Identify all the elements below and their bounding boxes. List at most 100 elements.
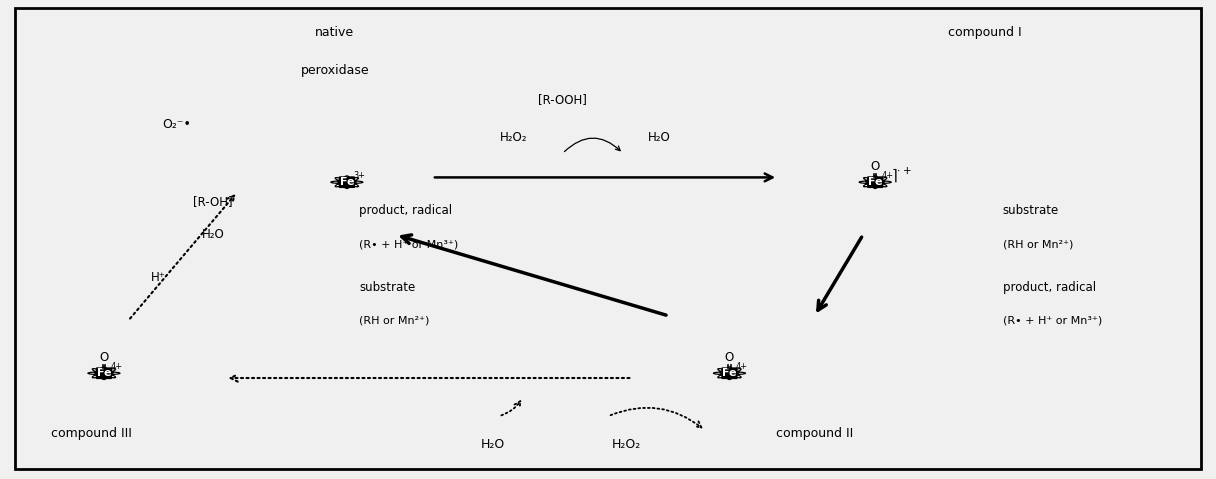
Ellipse shape <box>101 367 107 374</box>
Circle shape <box>342 180 353 184</box>
Ellipse shape <box>337 182 348 184</box>
Ellipse shape <box>347 178 359 182</box>
Ellipse shape <box>717 373 730 378</box>
Ellipse shape <box>92 369 105 374</box>
Text: H₂O: H₂O <box>648 131 671 144</box>
Ellipse shape <box>872 182 878 188</box>
Ellipse shape <box>728 373 739 375</box>
Ellipse shape <box>717 369 730 374</box>
Ellipse shape <box>728 373 741 378</box>
Ellipse shape <box>331 181 348 183</box>
Ellipse shape <box>874 182 879 186</box>
Text: peroxidase: peroxidase <box>300 64 368 77</box>
Ellipse shape <box>727 367 732 374</box>
Text: H⁺: H⁺ <box>151 271 167 284</box>
Ellipse shape <box>88 372 105 375</box>
Ellipse shape <box>101 373 107 379</box>
Ellipse shape <box>725 369 731 374</box>
Text: native: native <box>315 26 354 39</box>
Ellipse shape <box>103 369 116 374</box>
Text: compound II: compound II <box>776 427 854 440</box>
Ellipse shape <box>337 181 348 182</box>
Ellipse shape <box>344 176 350 182</box>
Ellipse shape <box>874 181 885 182</box>
Ellipse shape <box>863 182 876 187</box>
Ellipse shape <box>345 181 356 182</box>
Ellipse shape <box>103 371 114 374</box>
Ellipse shape <box>345 182 351 186</box>
Text: substrate: substrate <box>359 281 415 294</box>
Ellipse shape <box>336 182 348 187</box>
Ellipse shape <box>860 181 876 183</box>
Ellipse shape <box>347 181 362 183</box>
Text: O₂⁻•: O₂⁻• <box>163 118 191 131</box>
Ellipse shape <box>866 181 877 182</box>
Text: (R• + H⁺ or Mn³⁺): (R• + H⁺ or Mn³⁺) <box>359 240 458 249</box>
Ellipse shape <box>728 371 739 374</box>
Text: product, radical: product, radical <box>1003 281 1096 294</box>
Circle shape <box>98 371 109 376</box>
Text: O: O <box>871 160 880 173</box>
Text: H₂O: H₂O <box>480 438 505 451</box>
Ellipse shape <box>863 178 876 182</box>
Ellipse shape <box>872 176 878 182</box>
Text: H₂O₂: H₂O₂ <box>500 131 528 144</box>
Text: 4+: 4+ <box>736 362 748 371</box>
Ellipse shape <box>102 373 108 377</box>
Ellipse shape <box>347 182 359 187</box>
Text: (RH or Mn²⁺): (RH or Mn²⁺) <box>359 316 429 326</box>
Ellipse shape <box>714 372 730 375</box>
Ellipse shape <box>874 181 891 183</box>
Ellipse shape <box>728 373 734 377</box>
Ellipse shape <box>103 373 116 378</box>
Ellipse shape <box>94 371 105 374</box>
Text: O: O <box>725 351 734 365</box>
Text: H₂O: H₂O <box>202 228 225 241</box>
Ellipse shape <box>720 373 731 375</box>
Ellipse shape <box>728 372 745 375</box>
Text: substrate: substrate <box>1003 205 1059 217</box>
Ellipse shape <box>728 369 734 374</box>
Text: H₂O₂: H₂O₂ <box>612 438 641 451</box>
Text: Fe: Fe <box>722 368 737 378</box>
Ellipse shape <box>727 373 732 379</box>
Text: Fe: Fe <box>97 368 111 378</box>
Text: 3+: 3+ <box>354 171 365 180</box>
Text: (R• + H⁺ or Mn³⁺): (R• + H⁺ or Mn³⁺) <box>1003 316 1102 326</box>
Circle shape <box>869 180 880 184</box>
Ellipse shape <box>103 373 114 375</box>
Ellipse shape <box>720 371 731 374</box>
Ellipse shape <box>343 178 348 182</box>
Ellipse shape <box>100 369 106 374</box>
Ellipse shape <box>92 373 105 378</box>
Text: compound I: compound I <box>947 26 1021 39</box>
Text: Fe: Fe <box>97 368 111 378</box>
Ellipse shape <box>100 373 106 377</box>
Ellipse shape <box>345 182 356 184</box>
Text: [R-OH]: [R-OH] <box>193 195 233 208</box>
Ellipse shape <box>871 178 877 182</box>
Text: (RH or Mn²⁺): (RH or Mn²⁺) <box>1003 240 1074 249</box>
Text: 4+: 4+ <box>882 171 894 180</box>
Ellipse shape <box>94 373 105 375</box>
Text: [R-OOH]: [R-OOH] <box>537 93 587 106</box>
Text: 4+: 4+ <box>111 362 123 371</box>
Text: Fe: Fe <box>339 177 354 187</box>
Text: Fe: Fe <box>868 177 883 187</box>
Ellipse shape <box>336 178 348 182</box>
Circle shape <box>724 371 736 376</box>
Ellipse shape <box>725 373 731 377</box>
Text: compound III: compound III <box>51 427 133 440</box>
Text: O: O <box>100 351 108 365</box>
Ellipse shape <box>874 182 885 184</box>
Ellipse shape <box>874 178 886 182</box>
Ellipse shape <box>728 369 741 374</box>
Ellipse shape <box>871 182 877 186</box>
Ellipse shape <box>874 178 879 182</box>
Text: product, radical: product, radical <box>359 205 452 217</box>
Ellipse shape <box>866 182 877 184</box>
Text: Fe: Fe <box>868 177 883 187</box>
Ellipse shape <box>103 372 120 375</box>
Ellipse shape <box>345 178 351 182</box>
Text: $\rceil^{\cdot +}$: $\rceil^{\cdot +}$ <box>890 165 912 184</box>
